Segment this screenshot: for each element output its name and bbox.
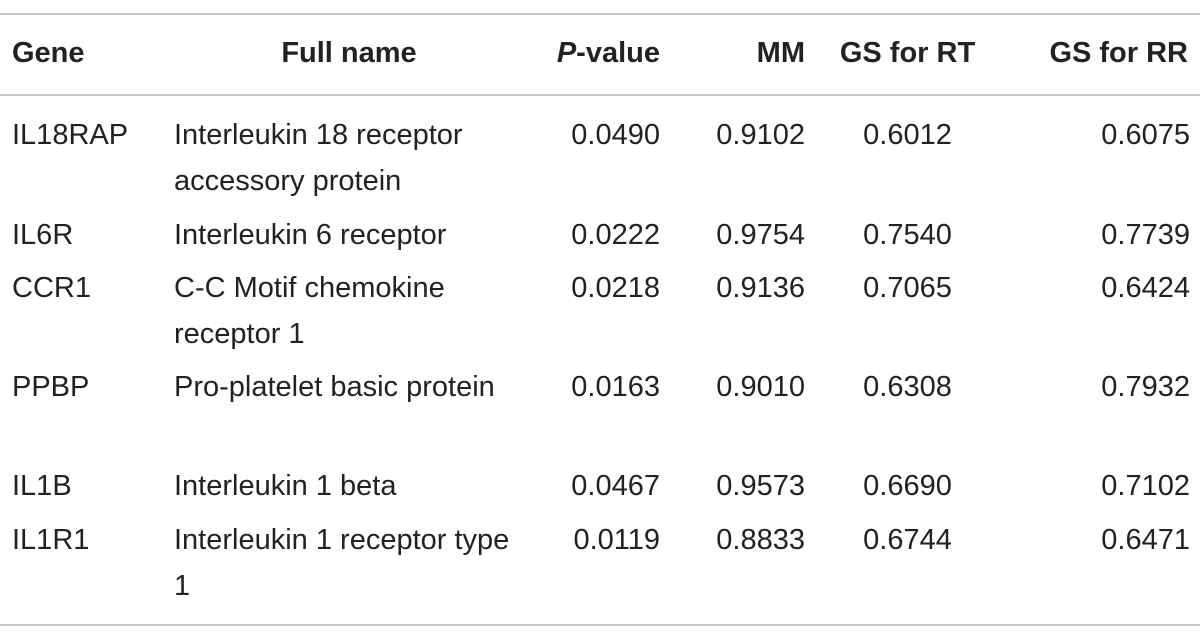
cell-gs-rr: 0.6471 [1101,524,1190,556]
cell-mm: 0.9754 [716,219,805,251]
cell-mm: 0.8833 [716,524,805,556]
table-top-rule [0,13,1200,15]
cell-gene: IL1R1 [12,524,90,556]
header-full-name: Full name [281,37,417,69]
table-bottom-rule [0,624,1200,626]
cell-full-name: Interleukin 1 receptor type 1 [174,524,510,602]
header-p-value: P-value [530,30,660,76]
cell-p-value: 0.0467 [571,470,660,502]
cell-gs-rt: 0.7065 [863,272,952,304]
cell-mm: 0.9010 [716,371,805,403]
cell-gs-rr: 0.6424 [1101,272,1190,304]
header-gs-rt: GS for RT [839,37,976,69]
header-p-value-suffix: -value [576,37,660,69]
cell-gene: IL18RAP [12,119,129,151]
cell-gs-rt: 0.7540 [863,219,952,251]
cell-full-name: Interleukin 18 receptor accessory protei… [174,119,463,197]
cell-full-name: C-C Motif chemokine receptor 1 [174,272,445,350]
header-gs-rr: GS for RR [1049,37,1188,69]
cell-gs-rr: 0.6075 [1101,119,1190,151]
header-p-value-italic: P [556,37,577,69]
cell-gene: IL6R [12,219,74,251]
cell-gs-rt: 0.6690 [863,470,952,502]
cell-gs-rr: 0.7932 [1101,371,1190,403]
cell-full-name: Interleukin 6 receptor [174,219,447,251]
cell-gs-rr: 0.7102 [1101,470,1190,502]
cell-p-value: 0.0218 [571,272,660,304]
cell-p-value: 0.0490 [571,119,660,151]
cell-gs-rt: 0.6744 [863,524,952,556]
cell-p-value: 0.0119 [573,524,660,556]
cell-mm: 0.9102 [716,119,805,151]
cell-p-value: 0.0163 [571,371,660,403]
cell-full-name: Interleukin 1 beta [174,470,397,502]
header-gene: Gene [12,37,85,69]
cell-gene: CCR1 [12,272,91,304]
table-header-rule [0,94,1200,96]
cell-full-name: Pro-platelet basic protein [174,371,495,403]
cell-mm: 0.9573 [716,470,805,502]
cell-gs-rr: 0.7739 [1101,219,1190,251]
cell-mm: 0.9136 [716,272,805,304]
cell-gs-rt: 0.6308 [863,371,952,403]
cell-p-value: 0.0222 [571,219,660,251]
cell-gs-rt: 0.6012 [863,119,952,151]
cell-gene: PPBP [12,371,90,403]
cell-gene: IL1B [12,470,72,502]
header-mm: MM [756,37,805,69]
